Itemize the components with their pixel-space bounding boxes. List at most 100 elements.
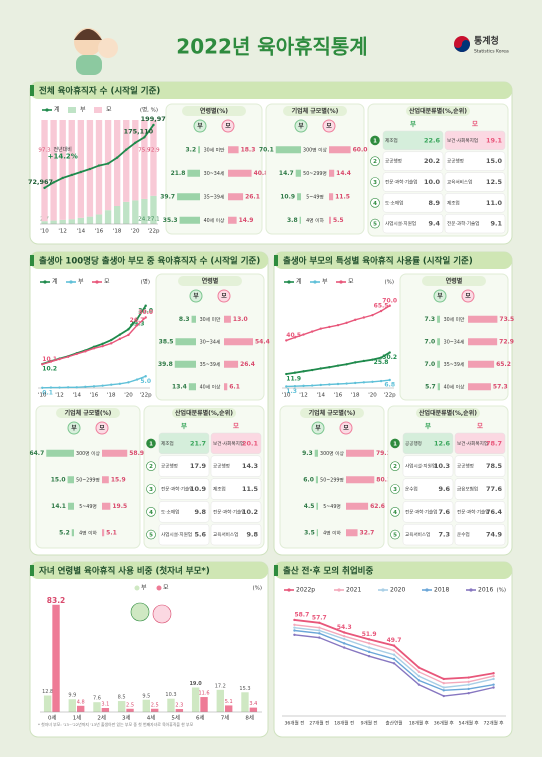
page-title: 2022년 육아휴직통계 — [176, 35, 367, 59]
point — [442, 694, 445, 698]
x-tick-label: 0세 — [48, 714, 57, 722]
rank-cell — [402, 501, 454, 523]
card-title: 연령별 — [202, 277, 219, 285]
legend-label: 모 — [465, 293, 471, 300]
industry-value: 19.1 — [486, 136, 503, 144]
point — [58, 357, 61, 361]
rank: 3 — [373, 180, 377, 186]
data-label: 39.8 — [158, 361, 173, 368]
category-label: 4명 이하 — [79, 529, 97, 536]
point — [442, 686, 445, 689]
rank-cell — [210, 455, 262, 477]
industry-value: 22.6 — [424, 136, 441, 144]
data-label: 7.6 — [93, 696, 101, 702]
point — [144, 375, 147, 378]
bar — [228, 216, 237, 224]
point — [388, 304, 391, 307]
bar-segment — [50, 220, 57, 224]
rank-badge — [370, 135, 380, 146]
card — [35, 405, 141, 549]
point — [367, 638, 371, 641]
x-tick-label: 9개월 전 — [361, 720, 378, 727]
legend-label: 모 — [106, 107, 112, 114]
legend-label: 부 — [315, 424, 321, 432]
data-label: 7.3 — [424, 316, 435, 323]
rank-cell — [210, 523, 262, 546]
legend-label: 모 — [326, 123, 332, 130]
industry-value: 14.3 — [242, 462, 258, 470]
x-tick-label: '10 — [38, 393, 47, 399]
point — [492, 683, 495, 686]
category-label: 50~299명 — [320, 476, 344, 483]
x-tick-label: '14 — [73, 393, 82, 399]
point — [345, 363, 348, 366]
panel-accent — [30, 565, 34, 576]
point — [293, 629, 296, 632]
data-label: 40.8 — [254, 170, 269, 177]
industry-name: 사업시설·지원업 — [161, 531, 192, 538]
bar — [191, 687, 200, 712]
point — [118, 337, 122, 341]
x-tick-label: 1세 — [73, 714, 82, 722]
bar-segment — [59, 219, 66, 224]
point — [318, 636, 321, 639]
industry-value: 12.6 — [434, 439, 451, 447]
point — [84, 385, 87, 389]
point — [343, 635, 346, 638]
category-label: 50~299명 — [76, 476, 100, 483]
category-label: 5~49명 — [306, 193, 324, 200]
rank-cell — [210, 478, 262, 500]
industry-value: 9.6 — [438, 485, 450, 493]
data-label: 26.1 — [245, 193, 260, 200]
rank-badge — [146, 438, 156, 449]
data-label: 15.0 — [51, 476, 66, 483]
bar — [228, 169, 252, 177]
data-label: 2.3 — [175, 703, 183, 709]
panel-accent — [30, 85, 34, 96]
point — [134, 141, 137, 144]
legend-label: 2018 — [434, 587, 449, 594]
rank-cell — [444, 213, 506, 234]
data-label: 9.3 — [302, 450, 313, 457]
legend-icon — [67, 421, 81, 435]
industry-name: 교육서비스업 — [213, 531, 238, 538]
point — [442, 682, 445, 685]
annotation: +14.2% — [48, 153, 78, 161]
bar — [43, 695, 52, 712]
data-label: 199,976 — [141, 115, 171, 123]
point — [285, 385, 288, 388]
point — [310, 368, 314, 372]
category-label: 50~299명 — [303, 170, 327, 177]
legend-icon — [221, 119, 235, 133]
category-label: 35~39세 — [204, 193, 225, 200]
legend-dot — [156, 585, 162, 591]
data-label: 57.3 — [493, 383, 508, 390]
point — [52, 181, 55, 184]
category-label: 35~39세 — [200, 361, 221, 368]
legend-icon — [339, 421, 353, 435]
panel-accent — [30, 255, 34, 266]
bar-segment — [132, 200, 139, 224]
panel-title: 전체 육아휴직자 수 (시작일 기준) — [39, 86, 160, 97]
industry-name: 전문·과학·기술업 — [405, 508, 438, 515]
rank-badge — [370, 218, 380, 229]
x-tick-label: 72개월 후 — [484, 720, 504, 727]
legend-label: 모 — [348, 279, 354, 286]
industry-value: 20.1 — [242, 439, 259, 447]
column-header: 모 — [472, 120, 478, 128]
bar — [198, 146, 200, 154]
bar — [117, 701, 126, 712]
industry-value: 10.2 — [242, 508, 258, 516]
legend-label: 계 — [52, 278, 58, 286]
data-label: 60.0 — [353, 146, 368, 153]
industry-value: 8.9 — [428, 199, 440, 207]
unit: (%) — [384, 280, 394, 286]
bar — [174, 360, 196, 368]
bar — [67, 476, 74, 484]
category-label: 30~34세 — [444, 338, 465, 345]
legend-label: 모 — [104, 279, 110, 286]
point — [362, 359, 366, 363]
industry-value: 10.3 — [434, 462, 450, 470]
bar — [316, 502, 318, 510]
panel-header — [274, 252, 512, 269]
